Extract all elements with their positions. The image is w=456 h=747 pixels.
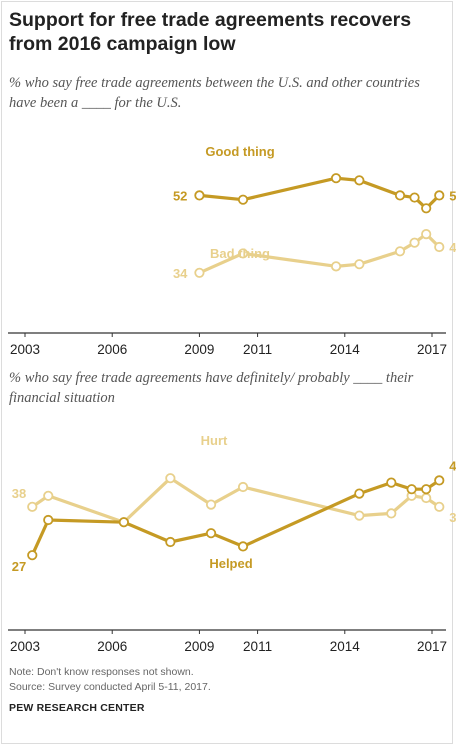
series-name-label: Good thing (205, 144, 274, 159)
data-point (194, 267, 205, 278)
x-tick-label: 2014 (330, 342, 361, 357)
x-tick-label: 2017 (417, 639, 447, 654)
data-point (386, 508, 397, 519)
data-point (421, 229, 432, 240)
organization-label: PEW RESEARCH CENTER (9, 702, 145, 714)
data-point (409, 237, 420, 248)
financial-situation-chart: 2003 2006 2009 2011 2014 2017 Hurt 38 38 Helped 27… (8, 433, 456, 654)
data-point (354, 175, 365, 186)
data-point (354, 510, 365, 521)
data-point (354, 488, 365, 499)
chart1-subtitle: % who say free trade agreements between … (9, 75, 420, 111)
series-line-hurt (31, 476, 441, 524)
series-name-label: Hurt (201, 433, 228, 448)
data-point (237, 481, 249, 493)
series-name-label: Helped (209, 556, 252, 571)
data-point (330, 173, 342, 184)
data-point (434, 501, 445, 512)
x-tick-label: 2014 (330, 639, 361, 654)
data-point (237, 541, 249, 552)
last-value-label: 44 (449, 458, 456, 473)
data-point (43, 490, 54, 501)
data-point (421, 203, 432, 214)
source-text: Source: Survey conducted April 5-11, 201… (9, 681, 211, 693)
data-point (165, 473, 176, 484)
chart-title: Support for free trade agreements recove… (9, 9, 412, 55)
data-point (394, 246, 406, 257)
x-tick-label: 2003 (10, 639, 40, 654)
data-point (118, 517, 129, 528)
data-point (394, 190, 406, 201)
free-trade-good-bad-chart: 2003 2006 2009 2011 2014 2017 Good thing 52 52 Ba… (8, 144, 456, 357)
x-tick-label: 2006 (97, 342, 127, 357)
data-point (354, 259, 365, 270)
data-point (409, 192, 420, 203)
first-value-label: 38 (12, 486, 26, 501)
data-point (165, 536, 176, 548)
data-point (194, 190, 205, 201)
last-value-label: 40 (449, 240, 456, 255)
x-tick-label: 2009 (184, 639, 214, 654)
first-value-label: 52 (173, 188, 187, 203)
x-tick-label: 2017 (417, 342, 447, 357)
note-text: Note: Don't know responses not shown. (9, 666, 194, 678)
x-tick-label: 2011 (243, 342, 272, 357)
data-point (406, 484, 417, 495)
chart2-subtitle: % who say free trade agreements have def… (9, 370, 414, 406)
data-point (27, 501, 38, 512)
data-point (386, 477, 397, 488)
data-point (237, 248, 249, 259)
first-value-label: 27 (12, 559, 26, 574)
data-point (434, 475, 445, 486)
data-point (421, 484, 432, 495)
x-tick-label: 2011 (243, 639, 272, 654)
data-point (205, 499, 217, 510)
data-point (434, 190, 445, 201)
last-value-label: 38 (449, 510, 456, 525)
data-point (421, 492, 432, 504)
last-value-label: 52 (449, 188, 456, 203)
x-tick-label: 2009 (184, 342, 214, 357)
data-point (43, 514, 54, 526)
data-point (330, 261, 342, 272)
x-tick-label: 2003 (10, 342, 40, 357)
data-point (434, 241, 445, 253)
x-tick-label: 2006 (97, 639, 127, 654)
data-point (205, 528, 217, 539)
series-name-label: Bad thing (210, 246, 270, 261)
first-value-label: 34 (173, 266, 188, 281)
data-point (27, 550, 38, 561)
data-point (237, 194, 249, 205)
